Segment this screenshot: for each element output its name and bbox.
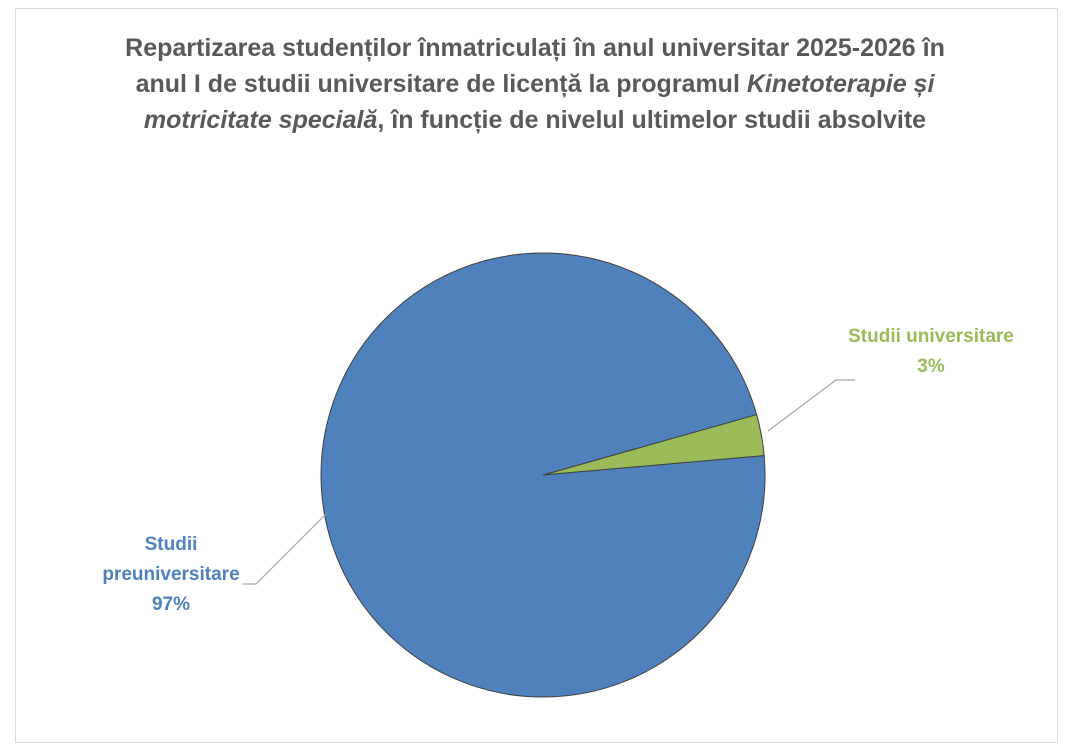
leader-line bbox=[767, 379, 855, 432]
pie-slice bbox=[320, 252, 766, 698]
data-label: Studii universitare 3% bbox=[846, 322, 1016, 382]
chart-title: Repartizarea studenților înmatriculați î… bbox=[120, 30, 950, 138]
category-label: Studii preuniversitare bbox=[102, 534, 240, 585]
value-label: 3% bbox=[917, 356, 945, 377]
data-label: Studii preuniversitare 97% bbox=[86, 530, 256, 620]
value-label: 97% bbox=[151, 594, 191, 615]
category-label: Studii universitare bbox=[848, 326, 1014, 347]
chart-frame bbox=[15, 8, 1058, 743]
title-part: , în funcție de nivelul ultimelor studii… bbox=[377, 106, 927, 134]
leader-line bbox=[243, 513, 327, 585]
title-part: Repartizarea studenților înmatriculați î… bbox=[125, 34, 945, 98]
title-part: Kinetoterapie și motricitate specială bbox=[143, 70, 935, 134]
